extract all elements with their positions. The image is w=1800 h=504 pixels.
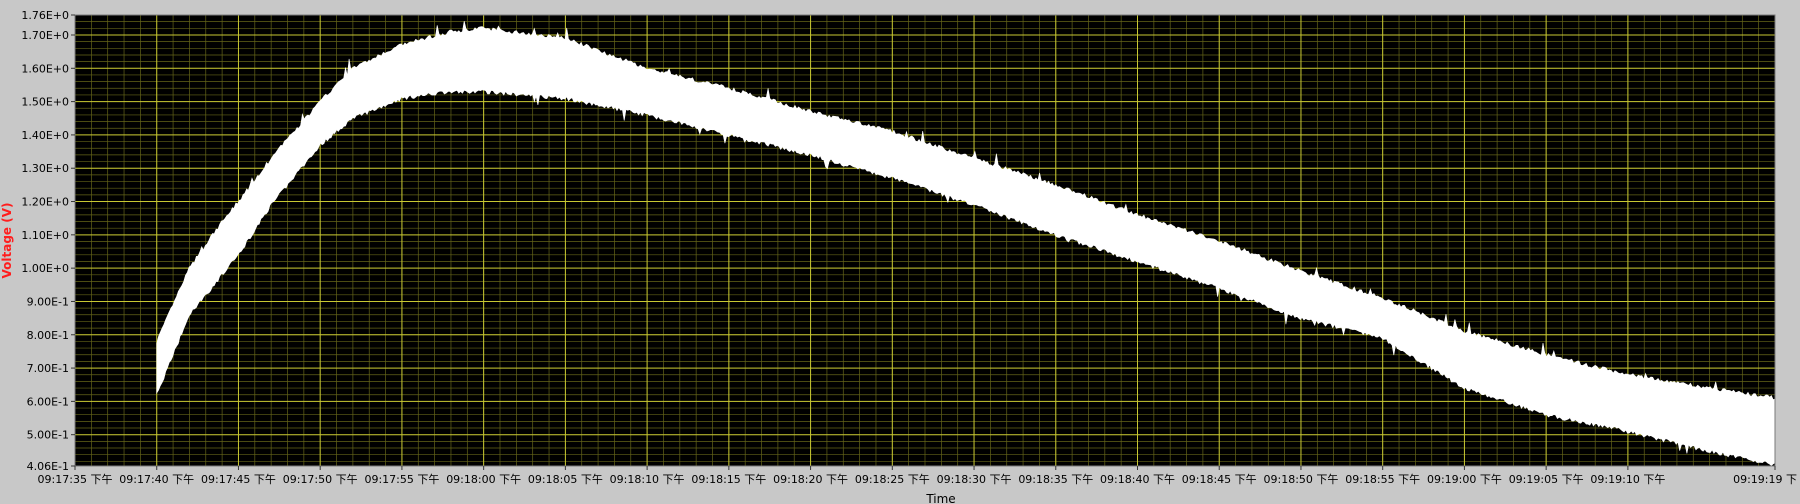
y-tick-label: 1.20E+0: [21, 196, 69, 209]
y-tick-label: 6.00E-1: [27, 395, 69, 408]
x-tick-label: 09:17:40 下午: [119, 473, 194, 486]
y-tick-label: 1.40E+0: [21, 129, 69, 142]
y-tick-label: 8.00E-1: [27, 329, 69, 342]
y-tick-label: 9.00E-1: [27, 295, 69, 308]
y-tick-label: 1.30E+0: [21, 162, 69, 175]
x-axis-title: Time: [925, 492, 955, 504]
y-tick-label: 1.60E+0: [21, 62, 69, 75]
plot-border: [74, 14, 1776, 467]
x-tick-label: 09:18:05 下午: [528, 473, 603, 486]
y-axis: 4.06E-1 5.00E-1 6.00E-1 7.00E-1 8.00E-1 9.00E…: [21, 9, 75, 473]
x-tick-label: 09:18:55 下午: [1345, 473, 1420, 486]
x-tick-label: 09:18:40 下午: [1100, 473, 1175, 486]
y-tick-label: 1.70E+0: [21, 29, 69, 42]
x-tick-label: 09:18:00 下午: [446, 473, 521, 486]
x-tick-label: 09:19:10 下午: [1590, 473, 1665, 486]
x-tick-label: 09:17:45 下午: [201, 473, 276, 486]
x-axis: 09:17:35 下午 09:17:40 下午 09:17:45 下午 09:17:5…: [38, 466, 1797, 486]
x-tick-label: 09:17:55 下午: [364, 473, 439, 486]
y-tick-label: 1.50E+0: [21, 96, 69, 109]
x-tick-label: 09:18:10 下午: [610, 473, 685, 486]
x-tick-label: 09:17:35 下午: [38, 473, 113, 486]
y-tick-label: 5.00E-1: [27, 429, 69, 442]
x-tick-label: 09:18:50 下午: [1264, 473, 1339, 486]
x-tick-label: 09:18:25 下午: [855, 473, 930, 486]
x-tick-label: 09:18:45 下午: [1182, 473, 1257, 486]
y-tick-label: 1.00E+0: [21, 262, 69, 275]
x-tick-label: 09:19:05 下午: [1509, 473, 1584, 486]
x-tick-label: 09:18:15 下午: [691, 473, 766, 486]
y-axis-title: Voltage (V): [0, 203, 14, 279]
y-tick-label: 1.76E+0: [21, 9, 69, 22]
y-tick-label: 7.00E-1: [27, 362, 69, 375]
x-tick-label: 09:19:19 下: [1733, 473, 1797, 486]
x-tick-label: 09:18:35 下午: [1018, 473, 1093, 486]
x-tick-label: 09:19:00 下午: [1427, 473, 1502, 486]
y-tick-label: 1.10E+0: [21, 229, 69, 242]
x-tick-label: 09:18:20 下午: [773, 473, 848, 486]
x-tick-label: 09:18:30 下午: [937, 473, 1012, 486]
x-tick-label: 09:17:50 下午: [283, 473, 358, 486]
y-tick-label: 4.06E-1: [27, 460, 69, 473]
